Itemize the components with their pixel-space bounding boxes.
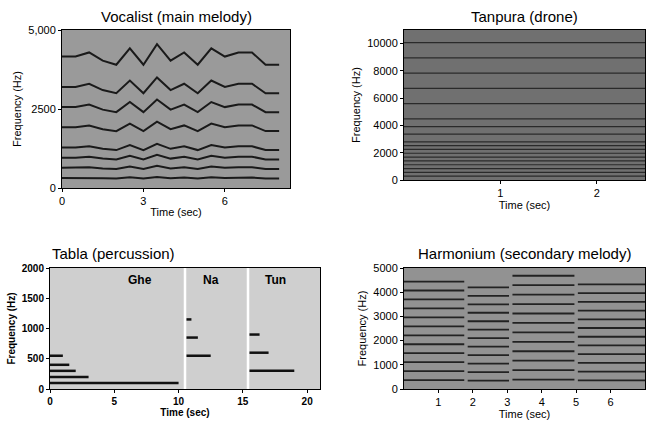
svg-text:0: 0 xyxy=(59,195,65,207)
svg-text:20: 20 xyxy=(302,396,314,407)
svg-text:Frequency (Hz): Frequency (Hz) xyxy=(350,67,362,143)
svg-text:Harmonium (secondary melody): Harmonium (secondary melody) xyxy=(418,245,631,262)
svg-text:2: 2 xyxy=(594,187,600,199)
svg-text:15: 15 xyxy=(237,396,249,407)
svg-text:1000: 1000 xyxy=(22,323,45,334)
svg-text:8000: 8000 xyxy=(373,65,397,77)
svg-text:2: 2 xyxy=(470,396,476,408)
svg-text:5: 5 xyxy=(573,396,579,408)
svg-text:Time (sec): Time (sec) xyxy=(499,408,551,420)
svg-text:Time (sec): Time (sec) xyxy=(150,206,202,218)
svg-text:0: 0 xyxy=(392,174,398,186)
svg-text:Na: Na xyxy=(203,273,219,287)
svg-text:4000: 4000 xyxy=(373,119,397,131)
svg-text:Time (sec): Time (sec) xyxy=(160,407,209,418)
svg-text:3000: 3000 xyxy=(373,310,397,322)
svg-text:1: 1 xyxy=(435,396,441,408)
svg-text:10000: 10000 xyxy=(367,37,398,49)
svg-text:1500: 1500 xyxy=(22,293,45,304)
svg-text:Tun: Tun xyxy=(265,273,286,287)
svg-text:500: 500 xyxy=(27,353,44,364)
svg-text:3: 3 xyxy=(504,396,510,408)
svg-text:3: 3 xyxy=(140,195,146,207)
svg-text:0: 0 xyxy=(50,182,56,194)
svg-text:Tanpura (drone): Tanpura (drone) xyxy=(471,8,578,25)
svg-text:6: 6 xyxy=(222,195,228,207)
svg-text:5000: 5000 xyxy=(373,262,397,274)
svg-text:5,000: 5,000 xyxy=(28,24,56,36)
svg-text:4: 4 xyxy=(539,396,545,408)
svg-text:5: 5 xyxy=(112,396,118,407)
svg-text:0: 0 xyxy=(38,384,44,395)
svg-text:4000: 4000 xyxy=(373,286,397,298)
svg-text:Vocalist (main melody): Vocalist (main melody) xyxy=(101,8,252,25)
svg-text:6000: 6000 xyxy=(373,92,397,104)
svg-text:0: 0 xyxy=(47,396,53,407)
svg-text:2500: 2500 xyxy=(31,103,55,115)
svg-text:10: 10 xyxy=(173,396,185,407)
svg-text:2000: 2000 xyxy=(22,263,45,274)
svg-text:6: 6 xyxy=(608,396,614,408)
svg-text:Tabla (percussion): Tabla (percussion) xyxy=(52,245,175,262)
svg-text:Ghe: Ghe xyxy=(128,273,152,287)
svg-text:2000: 2000 xyxy=(373,147,397,159)
svg-text:2000: 2000 xyxy=(373,334,397,346)
svg-text:Frequency (Hz): Frequency (Hz) xyxy=(6,292,17,364)
svg-text:1000: 1000 xyxy=(373,359,397,371)
svg-text:1: 1 xyxy=(497,187,503,199)
svg-text:Frequency (Hz): Frequency (Hz) xyxy=(356,291,368,367)
svg-text:Time (sec): Time (sec) xyxy=(499,199,551,211)
svg-text:Frequency (Hz): Frequency (Hz) xyxy=(11,71,23,147)
svg-text:0: 0 xyxy=(392,383,398,395)
